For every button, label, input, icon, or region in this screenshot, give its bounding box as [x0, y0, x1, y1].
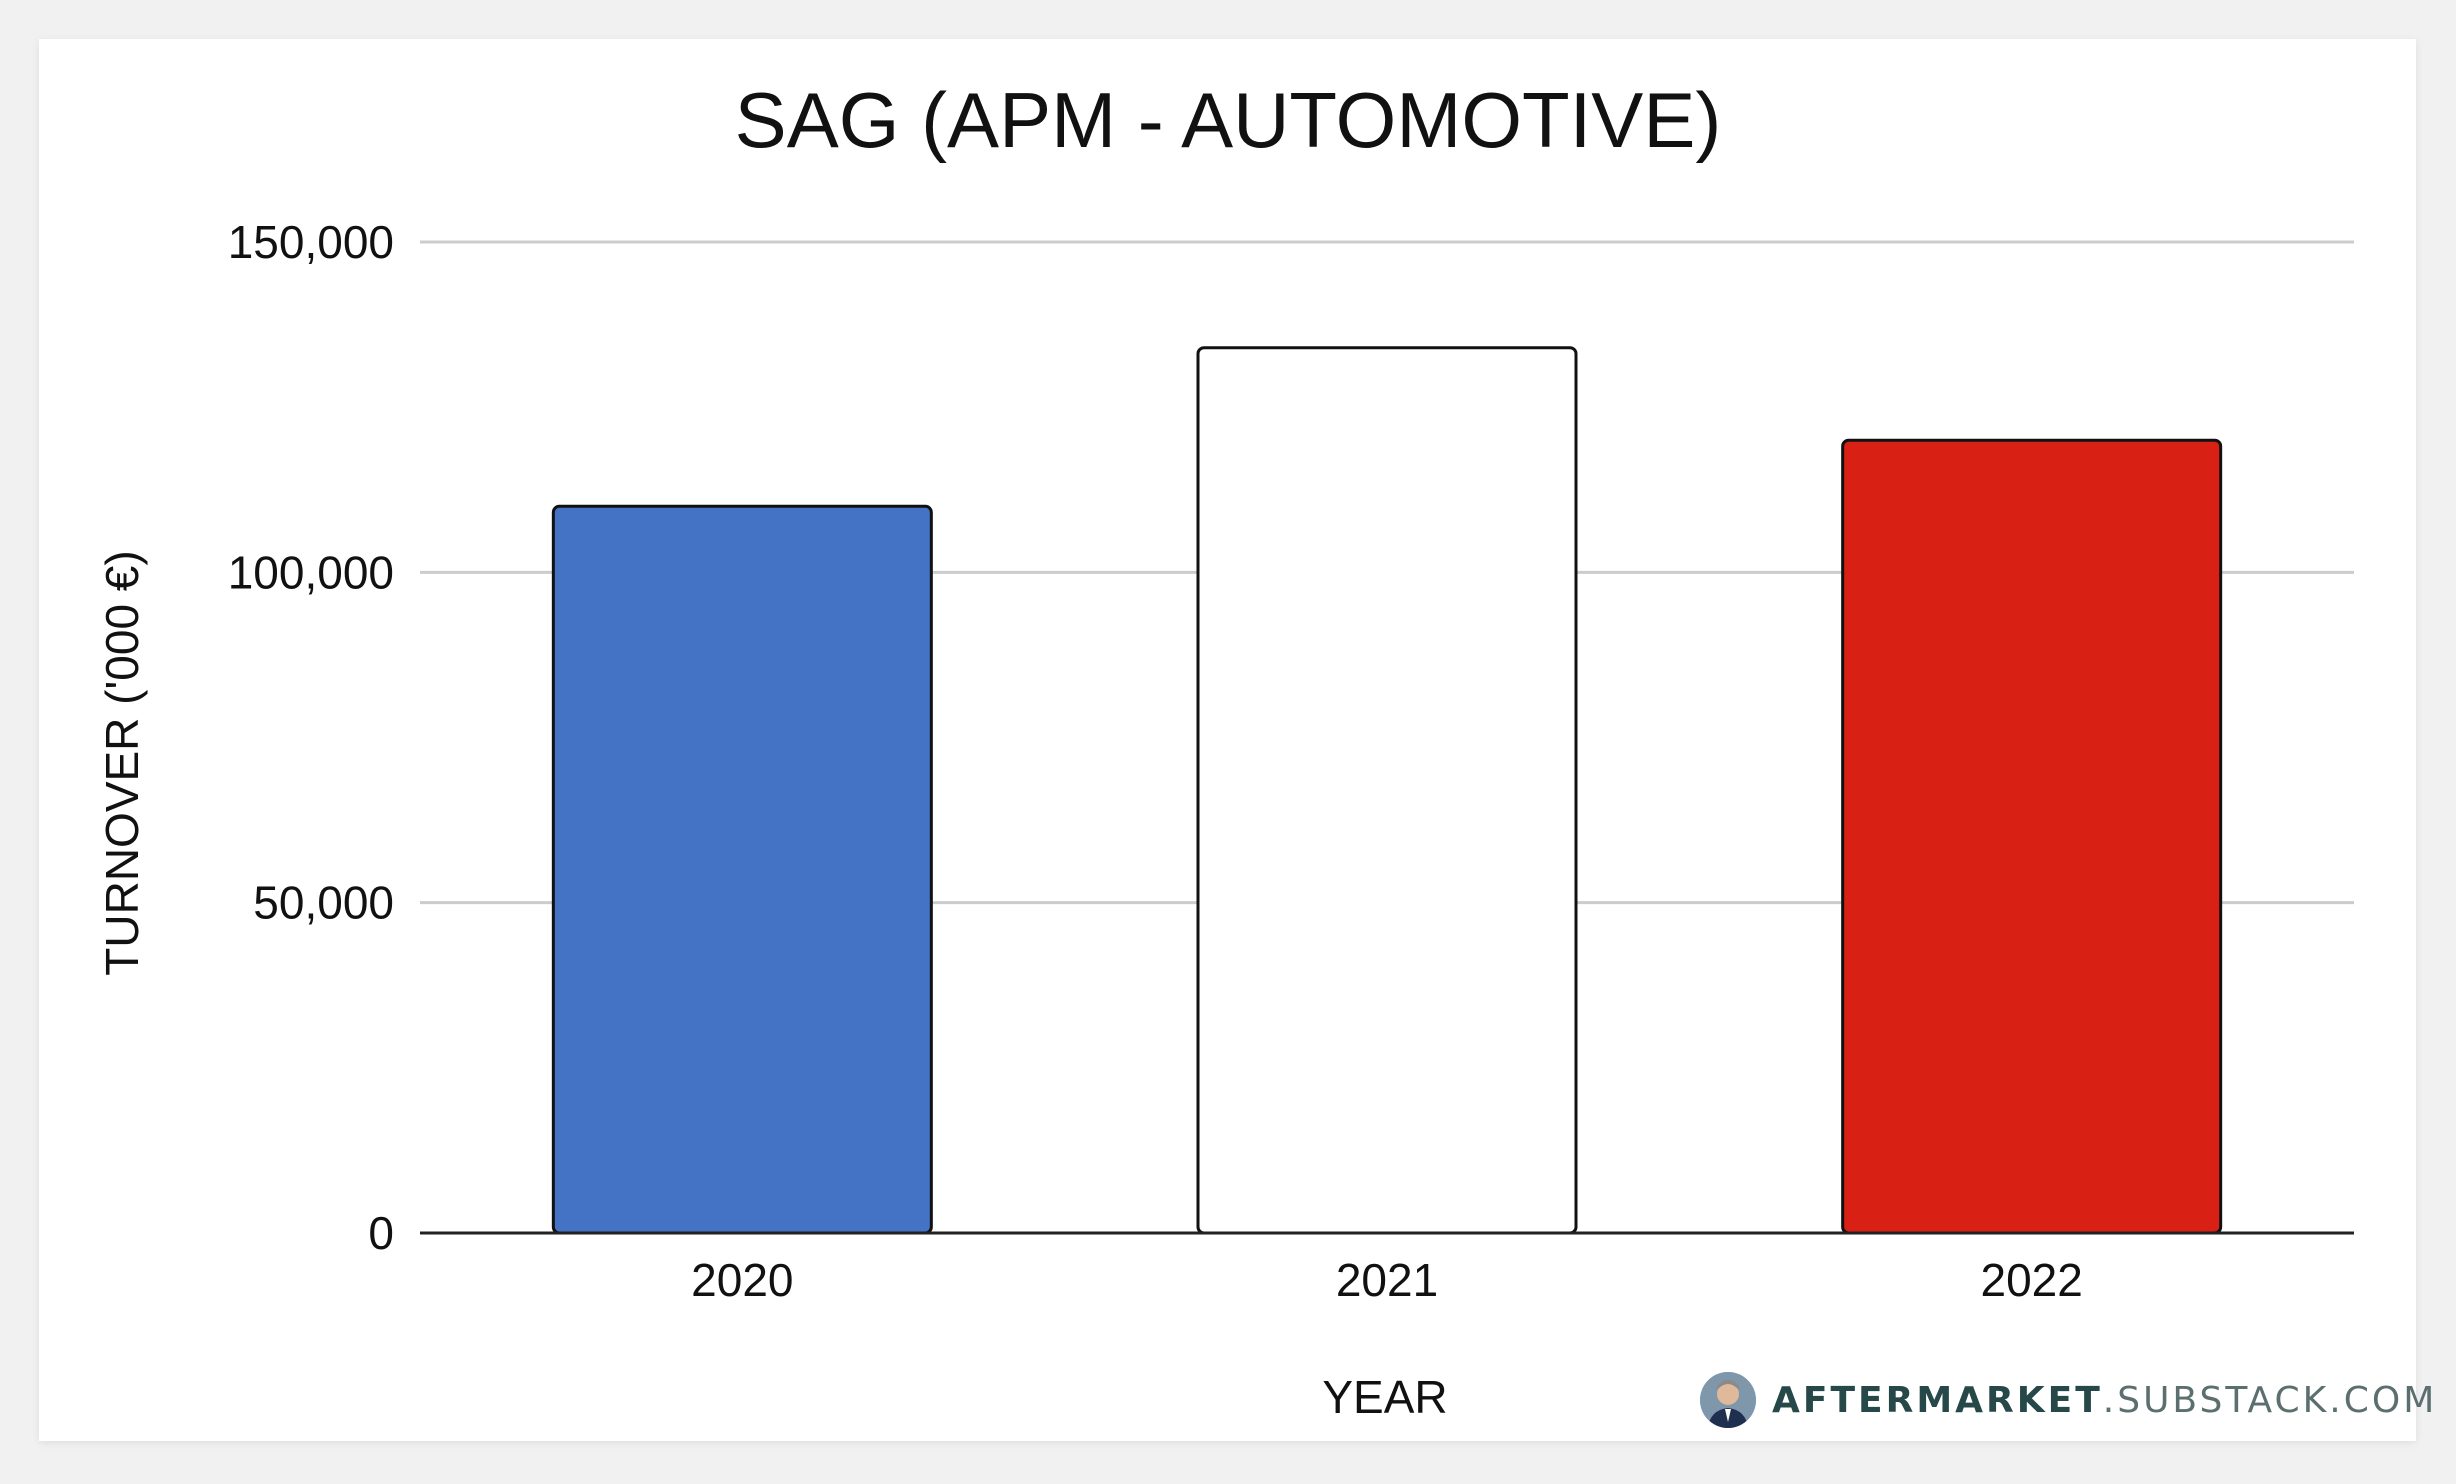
- y-tick-label: 50,000: [253, 877, 394, 929]
- y-axis-label: TURNOVER ('000 €): [96, 550, 148, 975]
- y-tick-label: 150,000: [228, 216, 394, 268]
- brand-text: AFTERMARKET.SUBSTACK.COM: [1772, 1380, 2437, 1421]
- branding: AFTERMARKET.SUBSTACK.COM: [1700, 1368, 2437, 1432]
- y-tick-label: 0: [368, 1207, 394, 1259]
- brand-light: .SUBSTACK.COM: [2102, 1379, 2438, 1421]
- bar-2022: [1841, 438, 2223, 1235]
- x-tick-label: 2021: [1336, 1254, 1438, 1306]
- brand-strong: AFTERMARKET: [1772, 1379, 2103, 1421]
- author-avatar: [1700, 1372, 1756, 1428]
- bar-2020: [551, 504, 933, 1235]
- bars: [420, 346, 2354, 1235]
- x-tick-label: 2020: [691, 1254, 793, 1306]
- y-tick-label: 100,000: [228, 546, 394, 598]
- x-tick-label: 2022: [1980, 1254, 2082, 1306]
- bar-2021: [1196, 346, 1578, 1235]
- chart-title: SAG (APM - AUTOMOTIVE): [735, 76, 1722, 164]
- x-axis-label: YEAR: [1322, 1371, 1447, 1423]
- x-axis-ticks: 2020 2021 2022: [691, 1254, 2083, 1306]
- y-axis-ticks: 0 50,000 100,000 150,000: [228, 216, 394, 1259]
